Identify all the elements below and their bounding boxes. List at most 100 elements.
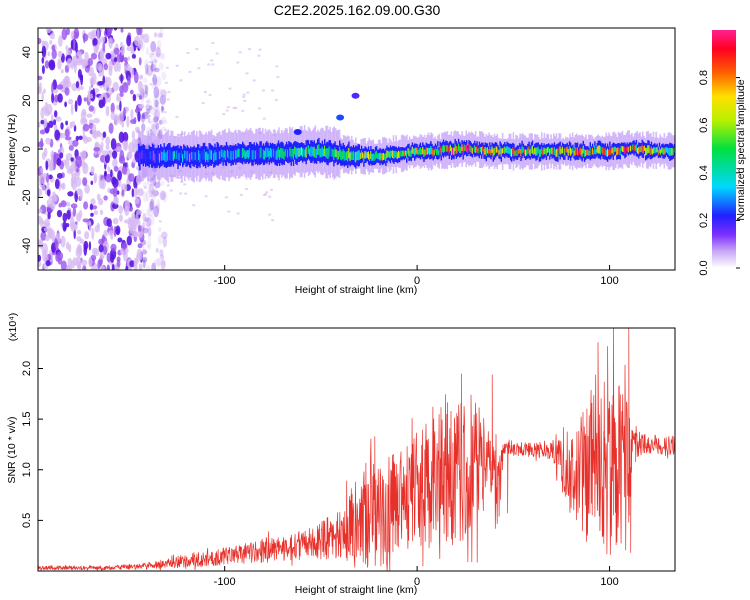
noise-blob (99, 265, 105, 270)
ridge-core (183, 150, 185, 160)
noise-speck (166, 98, 170, 101)
ridge-core (205, 152, 207, 163)
noise-blob (142, 221, 146, 231)
ridge-core (343, 150, 345, 161)
noise-blob (156, 256, 161, 268)
ridge-core (655, 147, 657, 153)
ridge-core (604, 147, 606, 155)
noise-blob (111, 263, 115, 270)
ridge-core (527, 147, 529, 155)
noise-speck (232, 107, 236, 109)
noise-blob (141, 123, 146, 132)
noise-blob (108, 149, 112, 156)
noise-blob (138, 263, 143, 270)
ridge-core (407, 148, 409, 154)
noise-blob (131, 212, 136, 219)
noise-blob (57, 50, 63, 58)
ridge-core (597, 145, 599, 154)
noise-blob (150, 107, 157, 116)
noise-blob (142, 111, 149, 120)
ridge-core (506, 146, 508, 153)
ridge-core (642, 146, 645, 154)
noise-speck (274, 98, 278, 101)
noise-blob (113, 166, 119, 172)
ridge-core (300, 147, 303, 156)
spectral-blob (351, 92, 360, 99)
ridge-core (206, 151, 208, 160)
ridge-core (514, 150, 516, 156)
noise-speck (192, 204, 196, 207)
noise-speck (163, 95, 166, 98)
noise-blob (81, 108, 87, 116)
ridge-core (576, 147, 579, 156)
noise-blob (147, 245, 152, 250)
noise-blob (158, 62, 164, 71)
noise-blob (137, 80, 143, 93)
noise-blob (145, 190, 151, 202)
noise-speck (186, 52, 190, 54)
noise-speck (236, 212, 240, 215)
noise-blob (145, 104, 150, 111)
noise-blob (64, 101, 67, 108)
noise-blob (127, 75, 131, 86)
colorbar-gradient (712, 30, 736, 268)
ridge-core (307, 145, 310, 154)
ridge-core (416, 147, 418, 154)
noise-blob (38, 82, 43, 94)
noise-blob (51, 49, 57, 60)
noise-blob (114, 196, 119, 205)
ridge-core (595, 149, 597, 155)
noise-blob (160, 116, 167, 124)
noise-speck (201, 102, 205, 104)
ridge-core (456, 147, 459, 154)
ridge-core (507, 146, 509, 154)
ridge-core (648, 145, 650, 153)
ridge-core (670, 147, 672, 156)
ridge-core (355, 151, 357, 163)
noise-blob (48, 59, 55, 69)
ridge-core (188, 153, 191, 162)
ridge-core (423, 149, 425, 158)
noise-blob (74, 172, 77, 181)
noise-blob (137, 39, 143, 50)
ridge-core (439, 145, 441, 153)
ridge-core (496, 146, 498, 153)
noise-blob (109, 188, 116, 195)
spectrogram-marks (38, 28, 675, 270)
spectrogram-panel: -100 0 100 -40 -20 0 20 40 Height of straight l… (6, 27, 676, 296)
ridge-core (654, 147, 656, 154)
ridge-core (599, 146, 602, 155)
noise-speck (270, 188, 273, 191)
ridge-core (671, 148, 673, 156)
ridge-core (620, 145, 623, 152)
ridge-core (142, 150, 145, 161)
ridge-core (661, 147, 663, 153)
noise-blob (102, 96, 106, 107)
ridge-core (485, 148, 487, 157)
noise-speck (238, 51, 242, 54)
ridge-core (161, 151, 163, 161)
ridge-core (539, 149, 542, 157)
noise-blob (47, 212, 51, 220)
noise-blob (70, 103, 74, 115)
ridge-core (198, 150, 200, 161)
noise-blob (157, 234, 164, 245)
noise-blob (74, 100, 78, 113)
noise-blob (106, 28, 113, 33)
noise-blob (148, 51, 153, 59)
ridge-core (216, 148, 218, 160)
noise-blob (93, 88, 100, 94)
ridge-core (342, 149, 344, 159)
noise-blob (153, 94, 157, 106)
noise-blob (146, 222, 151, 231)
noise-blob (40, 119, 45, 125)
noise-blob (145, 47, 150, 56)
noise-blob (117, 113, 124, 125)
colorbar-axis: 0.0 0.2 0.4 0.6 0.8 (698, 70, 740, 276)
ridge-core (431, 147, 433, 155)
noise-blob (74, 41, 78, 53)
noise-blob (51, 82, 54, 95)
ridge-core (385, 153, 387, 162)
noise-blob (160, 254, 165, 260)
ridge-core (217, 149, 220, 160)
